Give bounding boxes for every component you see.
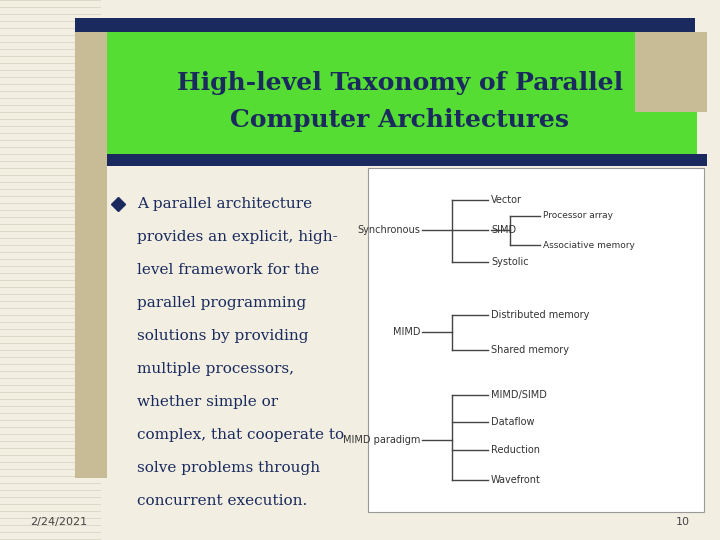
Text: level framework for the: level framework for the (137, 263, 319, 277)
Text: Reduction: Reduction (491, 445, 540, 455)
Text: MIMD: MIMD (392, 327, 420, 337)
Text: complex, that cooperate to: complex, that cooperate to (137, 428, 344, 442)
Bar (368, 168, 704, 512)
Text: Vector: Vector (491, 195, 522, 205)
Bar (107, 32, 697, 154)
Text: Distributed memory: Distributed memory (491, 310, 590, 320)
Text: solutions by providing: solutions by providing (137, 329, 308, 343)
Bar (75, 18, 107, 478)
Bar (75, 18, 695, 32)
Text: whether simple or: whether simple or (137, 395, 278, 409)
Bar (635, 32, 707, 112)
Text: provides an explicit, high-: provides an explicit, high- (137, 230, 338, 244)
Text: parallel programming: parallel programming (137, 296, 306, 310)
Text: Associative memory: Associative memory (543, 240, 635, 249)
Text: A parallel architecture: A parallel architecture (137, 197, 312, 211)
Text: Wavefront: Wavefront (491, 475, 541, 485)
Text: MIMD/SIMD: MIMD/SIMD (491, 390, 547, 400)
Text: concurrent execution.: concurrent execution. (137, 494, 307, 508)
Text: Systolic: Systolic (491, 257, 528, 267)
Text: Processor array: Processor array (543, 212, 613, 220)
Text: Synchronous: Synchronous (357, 225, 420, 235)
Text: MIMD paradigm: MIMD paradigm (343, 435, 420, 445)
Text: Dataflow: Dataflow (491, 417, 534, 427)
Text: SIMD: SIMD (491, 225, 516, 235)
Text: Computer Architectures: Computer Architectures (230, 108, 570, 132)
Text: Shared memory: Shared memory (491, 345, 569, 355)
Text: multiple processors,: multiple processors, (137, 362, 294, 376)
Text: solve problems through: solve problems through (137, 461, 320, 475)
Text: High-level Taxonomy of Parallel: High-level Taxonomy of Parallel (177, 71, 623, 95)
Bar (107, 154, 707, 166)
Text: 2/24/2021: 2/24/2021 (30, 517, 87, 527)
Text: 10: 10 (676, 517, 690, 527)
